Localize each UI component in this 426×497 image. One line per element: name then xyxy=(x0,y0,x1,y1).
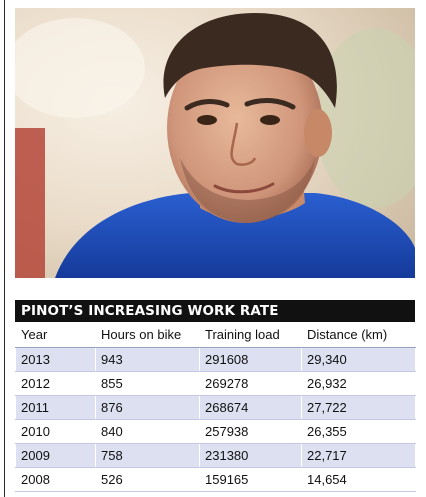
header-row: Year Hours on bike Training load Distanc… xyxy=(15,322,416,348)
cell-distance: 29,340 xyxy=(301,347,416,372)
portrait-illustration xyxy=(15,8,415,278)
cell-distance: 22,717 xyxy=(301,443,416,468)
table-row: 2012 855 269278 26,932 xyxy=(15,371,416,396)
portrait-photo xyxy=(15,8,415,278)
left-border-line xyxy=(4,0,5,497)
work-rate-table: PINOT’S INCREASING WORK RATE Year Hours … xyxy=(15,300,416,492)
cell-training-load: 231380 xyxy=(199,443,302,468)
cell-year: 2011 xyxy=(15,395,96,420)
cell-year: 2013 xyxy=(15,347,96,372)
cell-hours: 840 xyxy=(95,419,200,444)
cell-hours: 943 xyxy=(95,347,200,372)
table-row: 2011 876 268674 27,722 xyxy=(15,395,416,420)
cell-distance: 26,355 xyxy=(301,419,416,444)
cell-training-load: 268674 xyxy=(199,395,302,420)
cell-hours: 526 xyxy=(95,467,200,492)
cell-year: 2008 xyxy=(15,467,96,492)
column-header-distance: Distance (km) xyxy=(301,322,416,348)
table-row: 2008 526 159165 14,654 xyxy=(15,467,416,492)
cell-training-load: 159165 xyxy=(199,467,302,492)
cell-year: 2009 xyxy=(15,443,96,468)
column-header-hours: Hours on bike xyxy=(95,322,200,348)
table-title: PINOT’S INCREASING WORK RATE xyxy=(15,300,415,322)
cell-training-load: 269278 xyxy=(199,371,302,396)
cell-hours: 876 xyxy=(95,395,200,420)
table-row: 2010 840 257938 26,355 xyxy=(15,419,416,444)
cell-training-load: 257938 xyxy=(199,419,302,444)
cell-distance: 26,932 xyxy=(301,371,416,396)
table-row: 2009 758 231380 22,717 xyxy=(15,443,416,468)
data-table: Year Hours on bike Training load Distanc… xyxy=(15,322,416,492)
column-header-year: Year xyxy=(15,322,96,348)
table-row: 2013 943 291608 29,340 xyxy=(15,347,416,372)
column-header-training-load: Training load xyxy=(199,322,302,348)
cell-distance: 27,722 xyxy=(301,395,416,420)
cell-hours: 758 xyxy=(95,443,200,468)
cell-year: 2012 xyxy=(15,371,96,396)
cell-training-load: 291608 xyxy=(199,347,302,372)
cell-hours: 855 xyxy=(95,371,200,396)
cell-year: 2010 xyxy=(15,419,96,444)
cell-distance: 14,654 xyxy=(301,467,416,492)
